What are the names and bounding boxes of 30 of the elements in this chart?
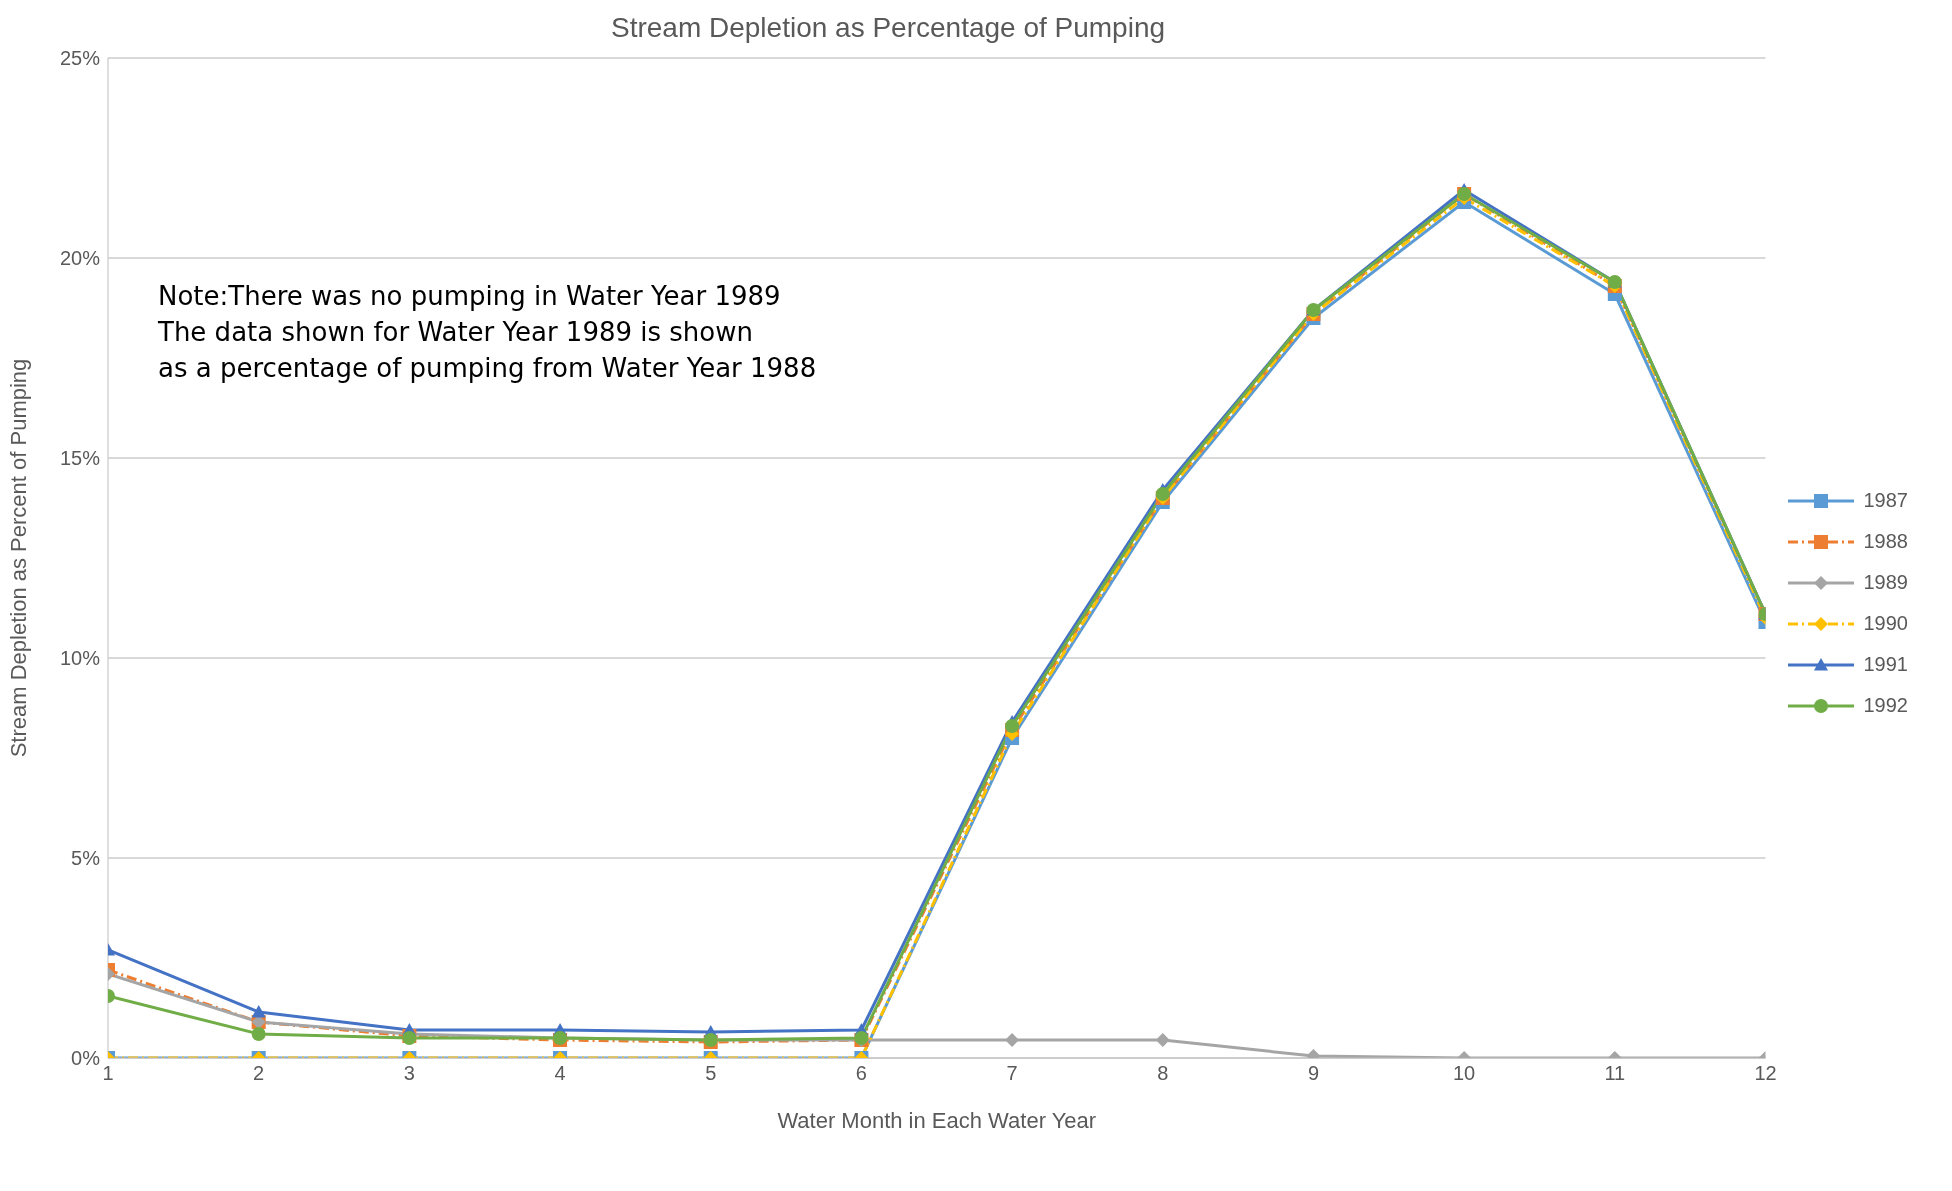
- y-tick-label: 5%: [71, 847, 101, 870]
- y-tick-label: 0%: [71, 1047, 101, 1070]
- x-tick-label: 7: [1006, 1062, 1018, 1085]
- x-tick-label: 8: [1157, 1062, 1169, 1085]
- y-tick-label: 10%: [59, 647, 101, 670]
- annotation: Note:There was no pumping in Water Year 1989: [158, 280, 782, 313]
- x-tick-label: 9: [1307, 1062, 1320, 1085]
- x-tick-label: 2: [253, 1062, 265, 1085]
- annotation: as a percentage of pumping from Water Year 1988: [158, 352, 817, 385]
- y-tick-label: 25%: [59, 47, 101, 70]
- annotation: The data shown for Water Year 1989 is shown: [158, 316, 754, 349]
- y-tick-label: 15%: [59, 447, 101, 470]
- x-tick-label: 3: [403, 1062, 415, 1085]
- x-axis-title: Water Month in Each Water Year: [777, 1108, 1097, 1133]
- x-tick-label: 11: [1604, 1062, 1626, 1085]
- chart-title: Stream Depletion as Percentage of Pumping: [609, 12, 1167, 44]
- x-tick-label: 6: [855, 1062, 867, 1085]
- x-tick-label: 12: [1754, 1062, 1777, 1085]
- legend-label: 1989: [1863, 571, 1908, 594]
- legend-label: 1987: [1863, 489, 1908, 512]
- y-tick-label: 20%: [59, 247, 101, 270]
- x-tick-label: 1: [102, 1062, 114, 1085]
- x-tick-label: 4: [554, 1062, 566, 1085]
- legend-label: 1990: [1863, 612, 1908, 635]
- legend-label: 1992: [1863, 694, 1908, 717]
- legend-label: 1988: [1863, 530, 1908, 553]
- legend-label: 1991: [1863, 653, 1908, 676]
- x-tick-label: 5: [705, 1062, 717, 1085]
- x-tick-label: 10: [1453, 1062, 1476, 1085]
- y-axis-title: Stream Depletion as Percent of Pumping: [5, 358, 31, 758]
